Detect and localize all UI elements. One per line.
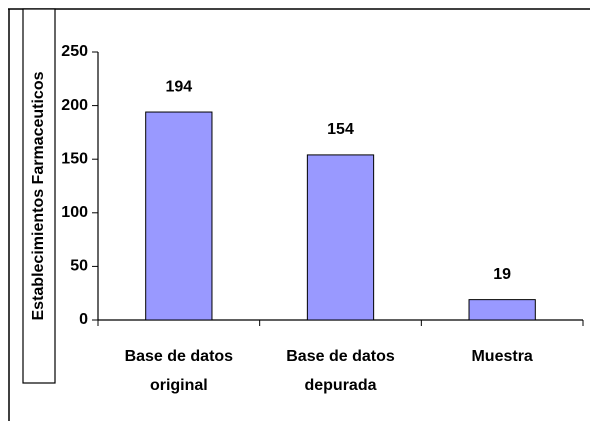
- data-label: 154: [327, 121, 354, 138]
- y-tick-label: 50: [70, 258, 88, 275]
- x-tick-label: Base de datos depurada: [286, 348, 395, 394]
- y-tick-label: 100: [61, 204, 88, 221]
- y-axis-label: Establecimientos Farmaceuticos: [30, 71, 47, 320]
- data-label: 194: [165, 78, 192, 95]
- y-tick-label: 250: [61, 43, 88, 60]
- y-tick-label: 150: [61, 150, 88, 167]
- y-label-box: [22, 8, 56, 384]
- y-tick-label: 0: [79, 311, 88, 328]
- bar: [468, 299, 536, 321]
- data-label: 19: [493, 266, 511, 283]
- bar: [145, 111, 213, 321]
- bar: [306, 154, 375, 321]
- y-tick-label: 200: [61, 97, 88, 114]
- x-tick-label: Base de datos original: [124, 348, 234, 394]
- x-tick-label: Muestra: [471, 348, 533, 365]
